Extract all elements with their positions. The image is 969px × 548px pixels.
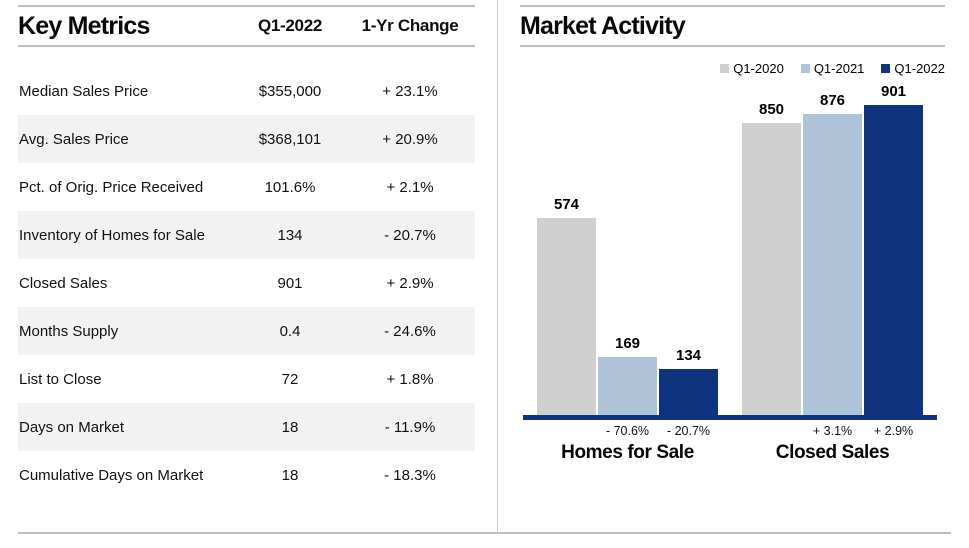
metric-change: - 11.9% — [384, 418, 436, 436]
metric-change: + 2.9% — [386, 274, 434, 292]
bar-homes-for-sale-q1-2021 — [598, 357, 657, 415]
bar-value-closed-sales-q1-2021: 876 — [819, 92, 846, 109]
column-header-change: 1-Yr Change — [361, 16, 459, 35]
bar-value-closed-sales-q1-2022: 901 — [880, 83, 907, 100]
legend-label: Q1-2022 — [894, 60, 945, 76]
bar-closed-sales-q1-2022 — [864, 105, 923, 415]
group-label-closed-sales: Closed Sales — [775, 442, 890, 463]
vertical-divider — [497, 0, 498, 533]
metric-label: Median Sales Price — [19, 82, 149, 100]
change-label-closed-sales-q1-2021: + 3.1% — [812, 424, 853, 438]
market-activity-panel: Market Activity Q1-2020 Q1-2021 Q1-2022 57… — [520, 0, 945, 479]
bar-value-homes-for-sale-q1-2020: 574 — [553, 196, 580, 213]
change-label-closed-sales-q1-2022: + 2.9% — [873, 424, 914, 438]
metric-label: List to Close — [19, 370, 102, 388]
metric-value: 134 — [277, 226, 303, 244]
table-row-inventory-of-homes-for-sale: Inventory of Homes for Sale 134 - 20.7% — [18, 211, 475, 259]
key-metrics-top-rule — [18, 5, 475, 7]
metric-change: - 18.3% — [384, 466, 436, 484]
legend-item-q1-2021: Q1-2021 — [800, 60, 865, 76]
market-activity-bar-chart: 574 169 - 70.6% 134 - 20.7% Homes for Sale 850… — [520, 75, 945, 479]
metric-value: 18 — [281, 418, 299, 436]
change-label-homes-for-sale-q1-2022: - 20.7% — [666, 424, 711, 438]
table-row-list-to-close: List to Close 72 + 1.8% — [18, 355, 475, 403]
metric-value: 901 — [277, 274, 303, 292]
metric-label: Avg. Sales Price — [19, 130, 129, 148]
metric-label: Months Supply — [19, 322, 119, 340]
metric-label: Days on Market — [19, 418, 125, 436]
legend-item-q1-2020: Q1-2020 — [720, 61, 784, 76]
table-row-cumulative-days-on-market: Cumulative Days on Market 18 - 18.3% — [18, 451, 475, 499]
legend-swatch-q1-2020 — [720, 63, 730, 73]
chart-legend: Q1-2020 Q1-2021 Q1-2022 — [520, 60, 945, 76]
metric-label: Pct. of Orig. Price Received — [19, 178, 204, 196]
market-activity-header: Market Activity — [520, 7, 945, 47]
metric-value: $355,000 — [258, 82, 322, 100]
metric-change: + 23.1% — [382, 82, 438, 100]
metric-change: + 2.1% — [386, 178, 434, 196]
legend-swatch-q1-2021 — [800, 63, 810, 73]
metric-value: $368,101 — [258, 130, 322, 148]
group-label-homes-for-sale: Homes for Sale — [561, 442, 694, 463]
market-activity-title: Market Activity — [520, 11, 686, 40]
metric-value: 0.4 — [279, 322, 301, 340]
bar-value-closed-sales-q1-2020: 850 — [758, 101, 785, 118]
metric-value: 18 — [281, 466, 299, 484]
metric-value: 72 — [281, 370, 299, 388]
bar-homes-for-sale-q1-2022 — [659, 369, 718, 415]
change-label-homes-for-sale-q1-2021: - 70.6% — [605, 424, 650, 438]
key-metrics-title: Key Metrics — [18, 11, 150, 40]
table-row-months-supply: Months Supply 0.4 - 24.6% — [18, 307, 475, 355]
table-row-days-on-market: Days on Market 18 - 11.9% — [18, 403, 475, 451]
metric-change: + 1.8% — [386, 370, 434, 388]
metric-change: - 24.6% — [384, 322, 436, 340]
market-activity-top-rule — [520, 5, 945, 7]
key-metrics-header: Key Metrics Q1-2022 1-Yr Change — [18, 7, 475, 47]
table-row-closed-sales: Closed Sales 901 + 2.9% — [18, 259, 475, 307]
metric-label: Inventory of Homes for Sale — [19, 226, 205, 244]
bar-value-homes-for-sale-q1-2022: 134 — [675, 347, 702, 364]
legend-label: Q1-2021 — [813, 60, 865, 76]
metric-change: + 20.9% — [382, 130, 438, 148]
bar-value-homes-for-sale-q1-2021: 169 — [614, 335, 641, 352]
legend-item-q1-2022: Q1-2022 — [881, 61, 945, 76]
table-row-median-sales-price: Median Sales Price $355,000 + 23.1% — [18, 67, 475, 115]
legend-label: Q1-2020 — [733, 60, 784, 76]
metric-change: - 20.7% — [384, 226, 436, 244]
legend-swatch-q1-2022 — [881, 63, 891, 73]
bar-homes-for-sale-q1-2020 — [537, 218, 596, 415]
table-row-avg-sales-price: Avg. Sales Price $368,101 + 20.9% — [18, 115, 475, 163]
metric-value: 101.6% — [264, 178, 316, 196]
metric-label: Cumulative Days on Market — [19, 466, 204, 484]
key-metrics-table: Median Sales Price $355,000 + 23.1% Avg. Sa… — [18, 67, 475, 499]
key-metrics-panel: Key Metrics Q1-2022 1-Yr Change Median S… — [18, 0, 475, 499]
x-axis-line — [523, 415, 937, 420]
bar-closed-sales-q1-2020 — [742, 123, 801, 415]
column-header-quarter: Q1-2022 — [257, 16, 323, 35]
table-row-pct-of-orig-price-received: Pct. of Orig. Price Received 101.6% + 2.1% — [18, 163, 475, 211]
metric-label: Closed Sales — [19, 274, 108, 292]
bar-closed-sales-q1-2021 — [803, 114, 862, 415]
bottom-rule — [18, 532, 951, 534]
